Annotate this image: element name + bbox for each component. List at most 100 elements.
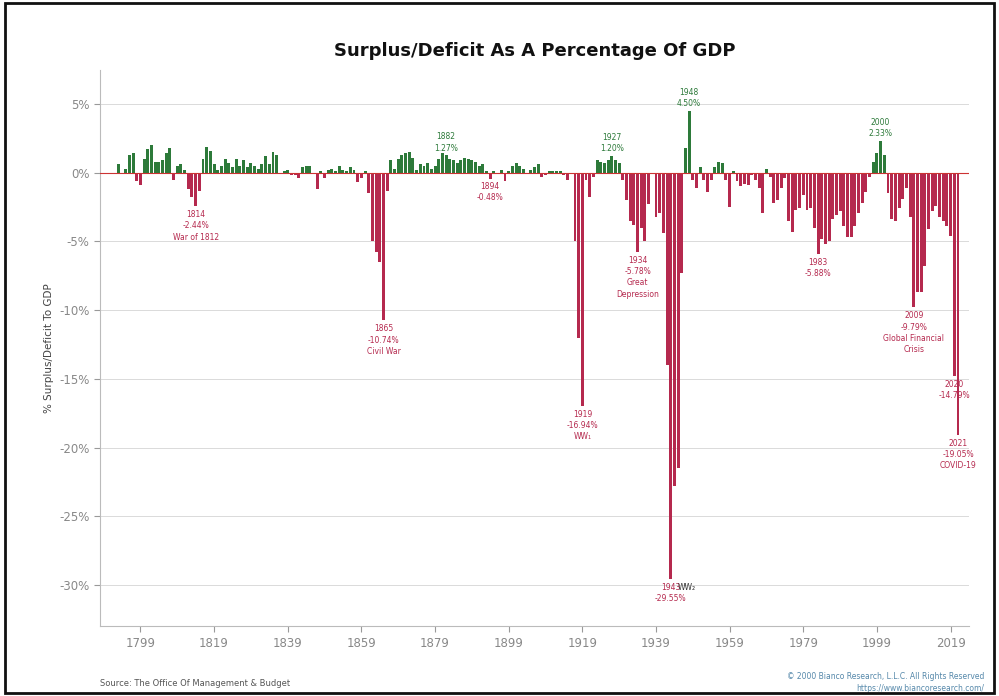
Bar — [434, 166, 437, 173]
Bar — [353, 170, 356, 173]
Bar — [390, 160, 393, 173]
Bar — [953, 173, 956, 376]
Bar — [728, 173, 731, 207]
Bar — [945, 173, 948, 226]
Bar — [154, 161, 157, 173]
Bar — [765, 168, 768, 173]
Bar — [525, 173, 528, 174]
Bar — [198, 173, 201, 191]
Bar — [423, 166, 426, 173]
Bar — [654, 173, 657, 216]
Bar — [857, 173, 860, 212]
Bar — [161, 160, 164, 173]
Bar — [264, 156, 267, 173]
Bar — [676, 173, 679, 468]
Bar — [191, 173, 194, 198]
Bar — [279, 173, 282, 174]
Bar — [942, 173, 945, 221]
Bar — [923, 173, 926, 266]
Bar — [621, 173, 624, 180]
Bar — [695, 173, 698, 188]
Bar — [246, 167, 249, 173]
Bar — [824, 173, 827, 244]
Bar — [798, 173, 801, 209]
Bar — [625, 173, 628, 200]
Bar — [239, 166, 242, 173]
Bar — [691, 173, 694, 180]
Text: Source: The Office Of Management & Budget: Source: The Office Of Management & Budge… — [100, 679, 290, 688]
Bar — [592, 173, 594, 177]
Bar — [393, 168, 396, 173]
Bar — [117, 164, 120, 173]
Bar — [883, 155, 886, 173]
Text: 1919
-16.94%
WW₁: 1919 -16.94% WW₁ — [566, 410, 598, 441]
Bar — [783, 173, 786, 178]
Bar — [905, 173, 908, 188]
Bar — [920, 173, 923, 292]
Bar — [187, 173, 190, 189]
Bar — [544, 173, 547, 175]
Bar — [438, 159, 441, 173]
Bar — [636, 173, 639, 252]
Bar — [349, 167, 352, 173]
Bar — [176, 166, 179, 173]
Bar — [132, 153, 135, 173]
Bar — [669, 173, 672, 579]
Bar — [577, 173, 580, 338]
Bar — [272, 152, 275, 173]
Bar — [684, 148, 687, 173]
Bar — [408, 152, 411, 173]
Bar — [761, 173, 764, 212]
Text: 1983
-5.88%: 1983 -5.88% — [805, 258, 831, 278]
Bar — [709, 173, 712, 180]
Bar — [927, 173, 930, 229]
Text: 1865
-10.74%
Civil War: 1865 -10.74% Civil War — [367, 324, 401, 356]
Bar — [412, 157, 415, 173]
Bar — [580, 173, 583, 406]
Text: 1814
-2.44%
War of 1812: 1814 -2.44% War of 1812 — [173, 210, 219, 242]
Bar — [257, 168, 260, 173]
Bar — [357, 173, 360, 182]
Bar — [500, 170, 502, 173]
Bar — [735, 173, 738, 181]
Bar — [599, 161, 602, 173]
Text: 1882
1.27%: 1882 1.27% — [435, 132, 458, 152]
Bar — [150, 145, 153, 173]
Bar — [894, 173, 897, 221]
Bar — [323, 173, 326, 178]
Bar — [416, 170, 419, 173]
Bar — [588, 173, 591, 198]
Bar — [868, 173, 871, 177]
Bar — [364, 171, 367, 173]
Bar — [338, 166, 341, 173]
Bar — [739, 173, 742, 187]
Bar — [379, 173, 382, 262]
Bar — [441, 153, 444, 173]
Bar — [275, 155, 278, 173]
Bar — [643, 173, 646, 242]
Bar — [956, 173, 959, 434]
Bar — [268, 164, 271, 173]
Bar — [518, 166, 521, 173]
Bar — [397, 159, 400, 173]
Bar — [533, 167, 535, 173]
Bar — [595, 160, 598, 173]
Bar — [662, 173, 664, 233]
Bar — [510, 166, 513, 173]
Bar — [754, 173, 757, 180]
Bar — [614, 160, 617, 173]
Bar — [209, 151, 212, 173]
Bar — [121, 173, 124, 174]
Bar — [250, 163, 253, 173]
Bar — [780, 173, 782, 188]
Bar — [220, 166, 223, 173]
Bar — [427, 163, 430, 173]
Bar — [419, 164, 422, 173]
Bar — [143, 159, 146, 173]
Bar — [507, 171, 510, 173]
Bar — [584, 173, 587, 180]
Bar — [287, 170, 289, 173]
Bar — [562, 173, 565, 175]
Bar — [540, 173, 543, 177]
Text: 1927
1.20%: 1927 1.20% — [599, 134, 623, 153]
